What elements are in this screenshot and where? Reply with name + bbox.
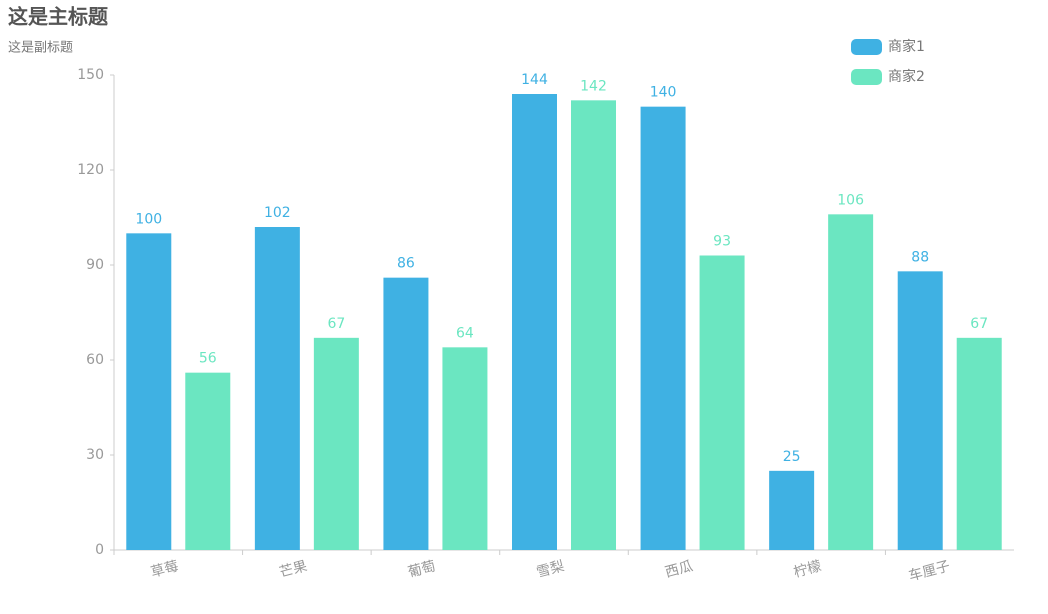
y-tick-label: 60 — [86, 352, 104, 368]
value-label: 100 — [135, 211, 162, 227]
value-label: 25 — [783, 449, 801, 465]
bar — [126, 233, 172, 551]
bar — [956, 337, 1002, 550]
value-label: 140 — [650, 85, 677, 101]
bar — [185, 372, 231, 550]
y-tick-label: 0 — [95, 542, 104, 558]
value-label: 144 — [521, 72, 548, 88]
bar — [828, 214, 874, 551]
bar — [769, 470, 815, 550]
bar — [897, 271, 943, 550]
chart-title: 这是主标题 — [8, 5, 109, 29]
y-tick-label: 90 — [86, 257, 104, 273]
x-tick-label: 葡萄 — [406, 558, 437, 581]
x-tick-label: 草莓 — [149, 558, 180, 581]
value-label: 56 — [199, 351, 217, 367]
value-label: 102 — [264, 205, 291, 221]
x-tick-label: 车厘子 — [907, 557, 952, 584]
chart-subtitle: 这是副标题 — [8, 40, 73, 56]
x-tick-label: 柠檬 — [792, 558, 823, 581]
legend-swatch — [851, 39, 882, 55]
value-label: 67 — [970, 316, 988, 332]
x-tick-label: 西瓜 — [663, 558, 694, 581]
y-tick-label: 120 — [77, 162, 104, 178]
bar — [254, 227, 300, 550]
value-label: 67 — [327, 316, 345, 332]
bar — [699, 255, 745, 550]
x-tick-label: 雪梨 — [535, 558, 566, 581]
bar — [383, 277, 429, 550]
bar — [313, 337, 359, 550]
bar — [571, 100, 616, 550]
legend-label: 商家2 — [888, 68, 925, 85]
bar — [640, 106, 686, 551]
value-label: 86 — [397, 256, 415, 272]
value-label: 88 — [911, 249, 929, 265]
value-label: 64 — [456, 325, 474, 341]
x-tick-label: 芒果 — [278, 558, 309, 581]
bar — [512, 94, 557, 550]
legend-swatch — [851, 69, 882, 85]
y-tick-label: 30 — [86, 447, 104, 463]
legend-label: 商家1 — [888, 38, 925, 55]
value-label: 142 — [580, 78, 607, 94]
value-label: 106 — [837, 192, 864, 208]
bar — [442, 347, 488, 550]
value-label: 93 — [713, 234, 731, 250]
y-tick-label: 150 — [77, 67, 104, 83]
